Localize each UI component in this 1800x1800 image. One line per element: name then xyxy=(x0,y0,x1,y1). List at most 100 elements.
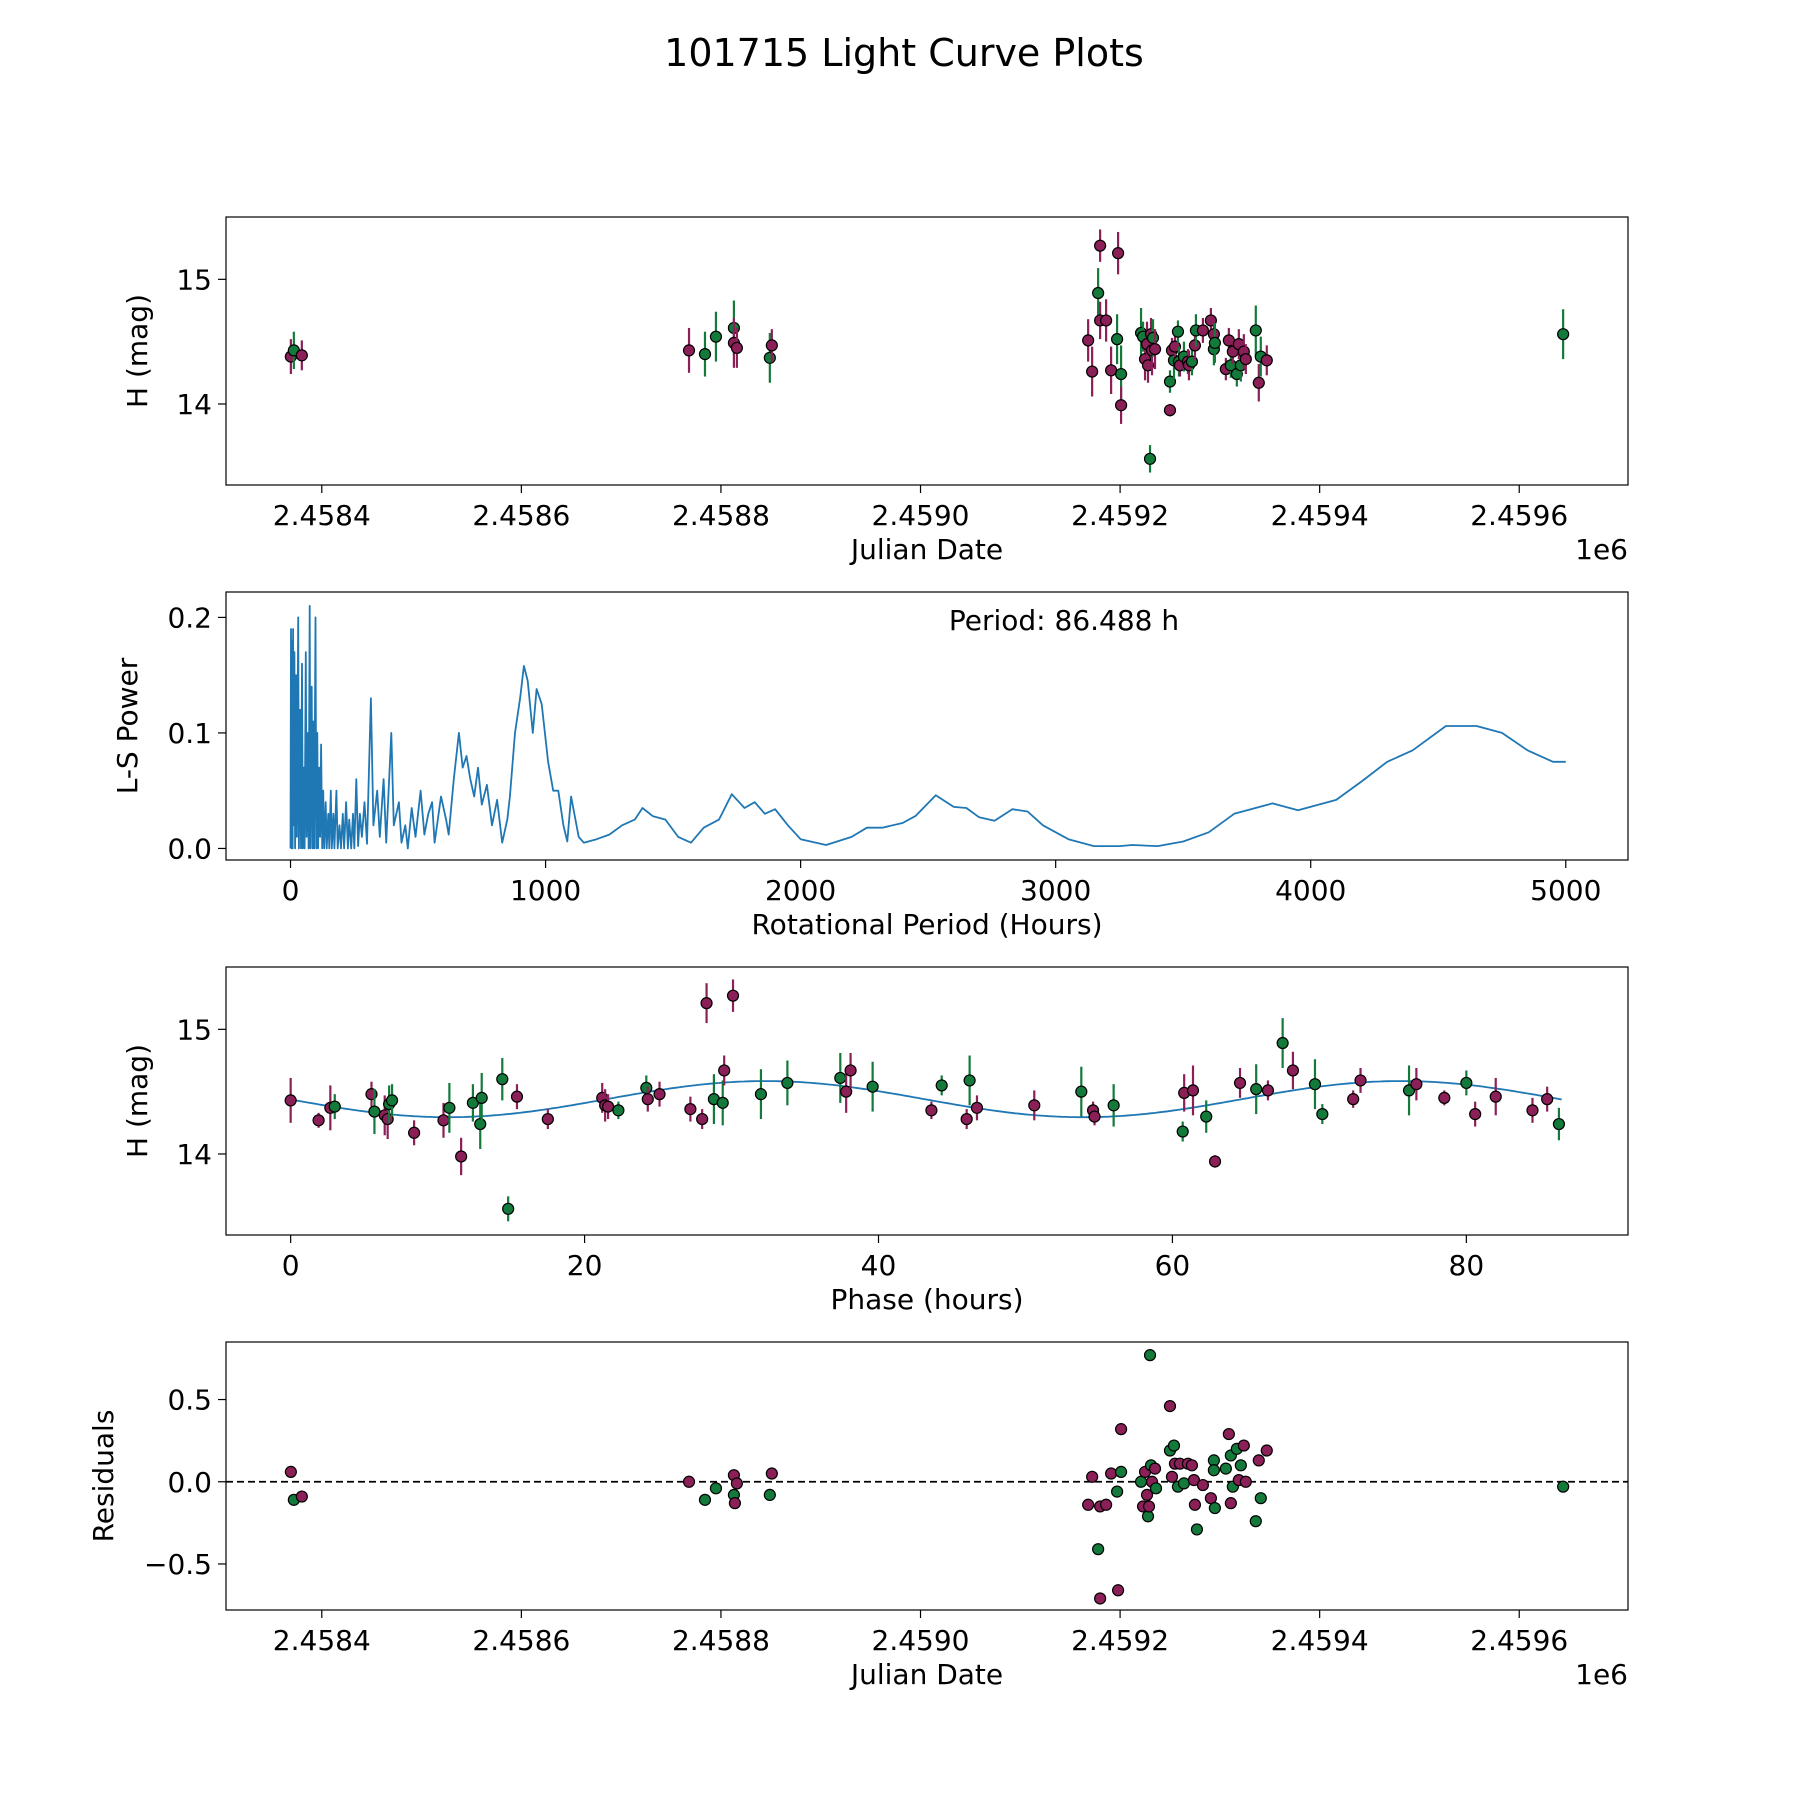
data-point xyxy=(1105,1467,1118,1480)
data-point xyxy=(1146,331,1160,345)
data-point xyxy=(834,1071,847,1085)
x-tick-label: 80 xyxy=(1449,1249,1485,1282)
y-tick-label: 14 xyxy=(176,388,212,421)
periodogram-line xyxy=(289,605,1566,850)
plot-area xyxy=(284,229,1570,473)
x-axis-label: Julian Date xyxy=(849,533,1003,566)
y-tick-label: 0.1 xyxy=(167,717,212,750)
residuals-axes: 2.4584 2.4586 2.4588 2.4590 2.4592 2.4594 2.45… xyxy=(87,1341,1629,1691)
data-point xyxy=(1163,375,1177,388)
data-point xyxy=(475,1091,488,1104)
y-tick-label: 0.2 xyxy=(167,601,212,634)
x-tick-label: 2.4590 xyxy=(872,1624,970,1657)
data-point xyxy=(1092,286,1105,300)
data-point xyxy=(1185,1459,1199,1472)
data-point xyxy=(1207,1464,1220,1477)
data-point xyxy=(1219,1462,1232,1475)
data-point xyxy=(682,1475,696,1488)
x-axis-label: Phase (hours) xyxy=(830,1283,1023,1316)
data-point xyxy=(1111,1584,1125,1597)
data-point xyxy=(1188,1498,1202,1511)
data-point xyxy=(1082,1498,1095,1511)
data-point xyxy=(1100,1498,1113,1511)
data-point xyxy=(1141,359,1155,372)
x-tick-label: 2.4594 xyxy=(1271,1624,1369,1657)
data-point xyxy=(612,1104,625,1117)
data-point xyxy=(765,1467,778,1480)
data-point xyxy=(284,1094,297,1107)
data-point xyxy=(1114,1465,1128,1478)
data-point xyxy=(1177,1477,1191,1490)
y-tick-label: 0.0 xyxy=(167,832,212,865)
data-point xyxy=(1092,1543,1105,1556)
data-point xyxy=(1237,1439,1250,1452)
data-point xyxy=(1171,325,1185,338)
x-tick-label: 4000 xyxy=(1275,874,1346,907)
data-point xyxy=(682,344,696,357)
data-point xyxy=(541,1112,554,1126)
x-tick-label: 3000 xyxy=(1020,874,1091,907)
data-point xyxy=(960,1112,973,1126)
x-tick-label: 2.4590 xyxy=(872,499,970,532)
data-point xyxy=(408,1126,421,1139)
data-point xyxy=(368,1105,381,1118)
data-point xyxy=(1094,1592,1107,1605)
data-point xyxy=(1239,353,1252,366)
x-tick-label: 1000 xyxy=(510,874,581,907)
data-point xyxy=(1140,1488,1154,1502)
data-point xyxy=(1082,334,1095,347)
data-point xyxy=(763,351,776,364)
x-tick-label: 40 xyxy=(861,1249,897,1282)
y-axis-label: L-S Power xyxy=(111,657,144,794)
data-point xyxy=(385,1094,399,1107)
data-point xyxy=(754,1088,768,1101)
x-tick-label: 2.4588 xyxy=(672,1624,770,1657)
data-point xyxy=(601,1100,615,1113)
x-offset-label: 1e6 xyxy=(1575,533,1628,566)
data-point xyxy=(502,1202,515,1215)
data-point xyxy=(1460,1076,1473,1090)
data-point xyxy=(730,341,744,354)
data-point xyxy=(970,1101,984,1114)
data-point xyxy=(1354,1074,1367,1087)
data-point xyxy=(1149,1482,1163,1495)
data-point xyxy=(510,1090,524,1103)
x-tick-label: 20 xyxy=(567,1249,603,1282)
data-point xyxy=(728,1497,742,1510)
data-point xyxy=(1233,1076,1247,1090)
data-point xyxy=(640,1081,653,1095)
y-axis-label: H (mag) xyxy=(121,1044,154,1158)
data-point xyxy=(726,989,740,1002)
plot-area xyxy=(284,979,1566,1222)
axes-frame xyxy=(225,1341,1629,1611)
data-point xyxy=(698,1493,712,1506)
data-point xyxy=(1100,314,1113,327)
data-point xyxy=(295,349,308,362)
data-point xyxy=(1028,1099,1041,1112)
data-point xyxy=(1276,1036,1289,1050)
data-point xyxy=(963,1074,976,1087)
data-point xyxy=(1252,376,1265,389)
data-point xyxy=(474,1117,487,1131)
data-point xyxy=(443,1101,456,1114)
data-point xyxy=(1552,1117,1566,1131)
data-point xyxy=(1114,1423,1128,1436)
x-tick-label: 2.4596 xyxy=(1470,1624,1568,1657)
data-point xyxy=(1088,1110,1101,1123)
data-point xyxy=(1163,1400,1177,1413)
data-point xyxy=(1111,247,1125,260)
data-point xyxy=(1260,1444,1273,1457)
x-tick-label: 2.4584 xyxy=(273,1624,371,1657)
data-point xyxy=(1261,1084,1275,1097)
panels: 2.4584 2.4586 2.4588 2.4590 2.4592 2.4594 2.45… xyxy=(87,216,1629,1691)
period-annotation: Period: 86.488 h xyxy=(949,604,1179,637)
data-point xyxy=(935,1079,948,1092)
data-point xyxy=(1142,1500,1156,1513)
x-tick-label: 2.4592 xyxy=(1071,499,1169,532)
data-point xyxy=(1190,1523,1204,1536)
data-point xyxy=(284,1465,297,1478)
data-point xyxy=(1163,404,1177,417)
data-point xyxy=(653,1088,666,1101)
data-point xyxy=(1541,1093,1554,1106)
